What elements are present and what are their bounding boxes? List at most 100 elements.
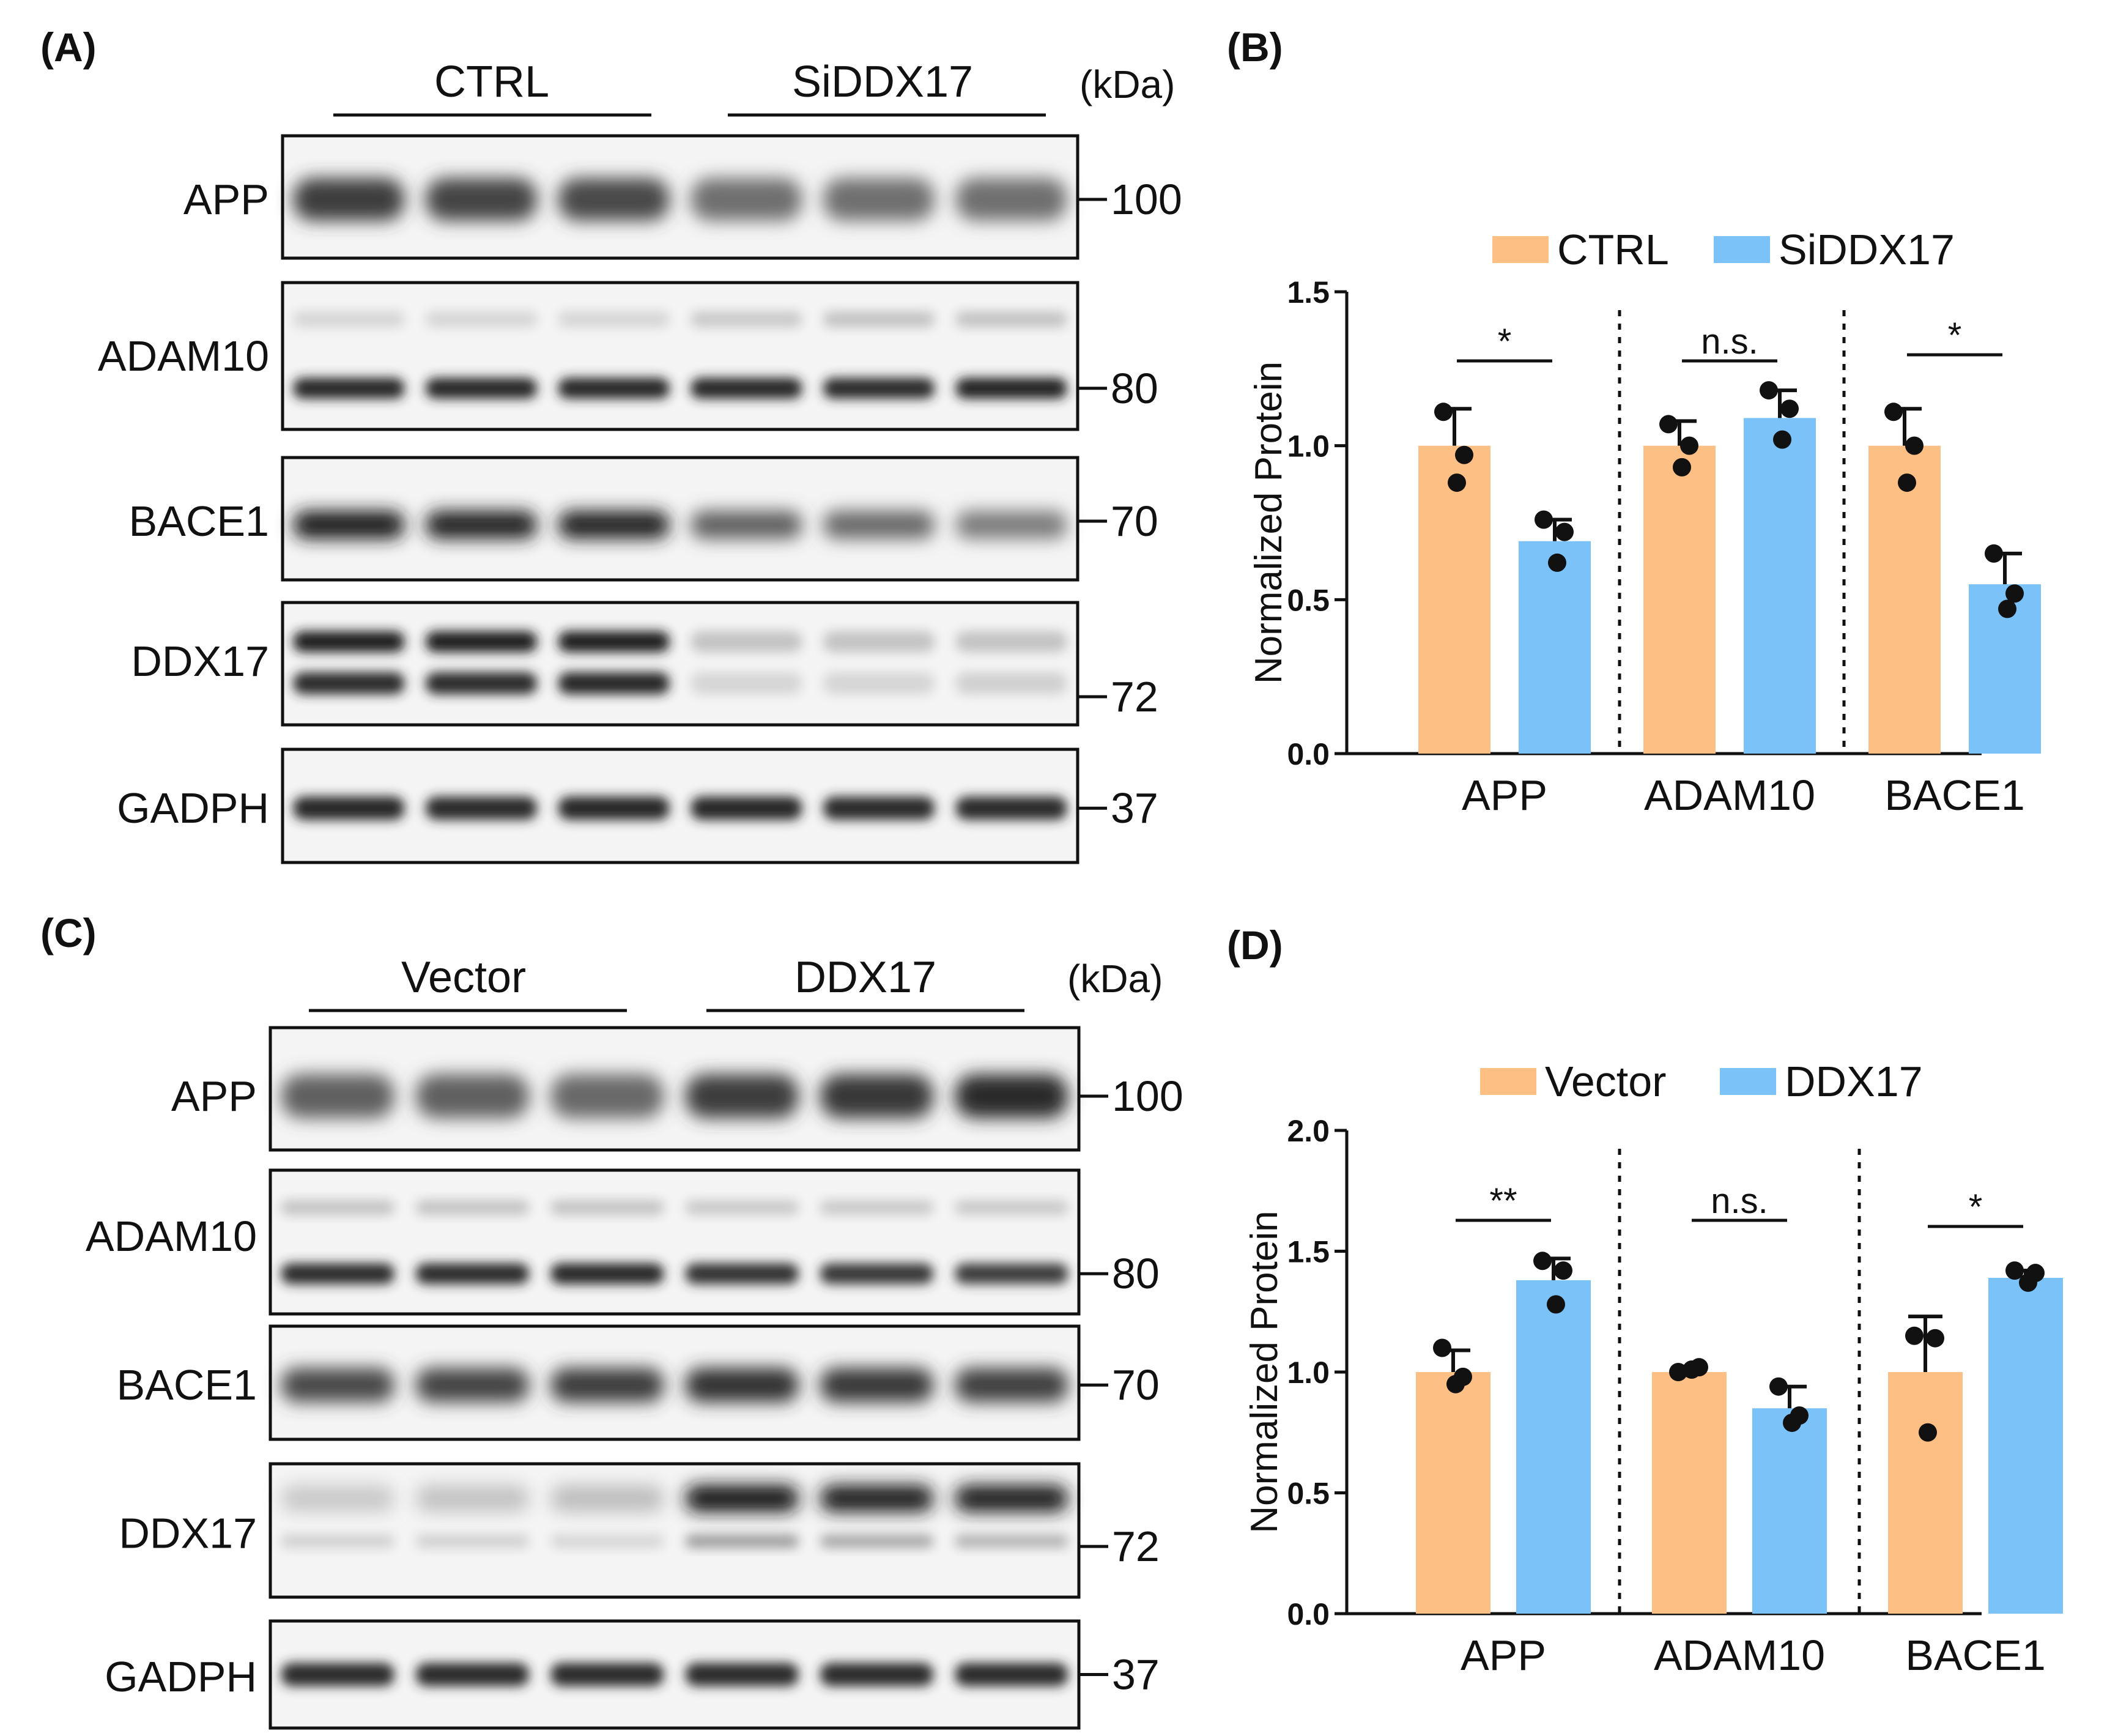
- group-label-ddx17: DDX17: [794, 953, 936, 1002]
- blot-row-ddx17: DDX17 72: [119, 1462, 1160, 1599]
- blot-row-gadph: GADPH 37: [105, 1619, 1160, 1730]
- blot-band: [820, 1663, 934, 1686]
- blot-frame: [281, 601, 1079, 727]
- blot-band: [550, 1200, 664, 1215]
- kda-marker-label: 70: [1112, 1361, 1160, 1409]
- blot-band: [691, 178, 802, 221]
- blot-band: [415, 1368, 530, 1403]
- protein-label: ADAM10: [86, 1212, 257, 1260]
- blot-band: [281, 1663, 394, 1686]
- legend-swatch: [1492, 236, 1549, 263]
- significance-label: *: [1498, 322, 1512, 362]
- y-tick-label: 0.0: [1287, 1597, 1330, 1631]
- data-point: [1905, 1326, 1924, 1345]
- data-point: [2019, 1273, 2037, 1292]
- data-point: [1555, 522, 1574, 541]
- western-blot-panel-c: Vector DDX17 (kDa) APP 100 ADAM10 80 BACE1 70…: [86, 953, 1183, 1730]
- significance-label: *: [1948, 316, 1962, 355]
- data-point: [1535, 510, 1553, 529]
- data-point: [1760, 381, 1778, 400]
- significance-label: n.s.: [1701, 322, 1758, 362]
- blot-frame: [268, 1168, 1081, 1316]
- data-point: [1446, 1374, 1465, 1393]
- blot-band: [955, 377, 1067, 399]
- protein-label: GADPH: [117, 784, 269, 832]
- significance-label: n.s.: [1711, 1181, 1768, 1221]
- bar-siddx17-adam10: [1744, 418, 1816, 754]
- blot-band: [415, 1074, 530, 1118]
- kda-marker-label: 37: [1112, 1651, 1160, 1699]
- blot-row-adam10: ADAM10 80: [86, 1168, 1160, 1316]
- blot-frame: [281, 747, 1079, 864]
- y-tick-label: 2.0: [1287, 1114, 1330, 1148]
- blot-band: [955, 1074, 1068, 1118]
- data-point: [2005, 584, 2024, 603]
- legend-label: DDX17: [1785, 1058, 1923, 1105]
- blot-band: [281, 1200, 394, 1215]
- blot-band: [823, 311, 935, 327]
- protein-label: BACE1: [128, 497, 269, 545]
- kda-marker-label: 100: [1112, 1072, 1183, 1120]
- blot-band: [293, 178, 405, 221]
- data-point: [1985, 544, 2003, 563]
- blot-band: [823, 511, 935, 539]
- blot-band: [415, 1263, 530, 1285]
- blot-band: [955, 1263, 1068, 1285]
- data-point: [1448, 473, 1466, 492]
- blot-band: [415, 1663, 530, 1686]
- bar-ddx17-adam10: [1752, 1408, 1827, 1614]
- bar-ddx17-bace1: [1988, 1277, 2063, 1614]
- x-category-label: BACE1: [1905, 1631, 2046, 1679]
- kda-marker-label: 70: [1111, 497, 1158, 545]
- data-point: [1884, 402, 1903, 421]
- blot-row-bace1: BACE1 70: [128, 456, 1158, 582]
- blot-band: [426, 178, 537, 221]
- blot-band: [955, 1663, 1068, 1686]
- blot-band: [558, 178, 670, 221]
- blot-band: [558, 631, 670, 652]
- blot-band: [691, 377, 802, 399]
- panel-letter-d: (D): [1227, 922, 1283, 968]
- blot-row-adam10: ADAM10 80: [98, 281, 1158, 431]
- western-blot-panel-a: CTRL SiDDX17 (kDa) APP 100 ADAM10 80 BACE1 70…: [98, 57, 1182, 864]
- blot-band: [820, 1074, 934, 1118]
- blot-membrane: [270, 1028, 1079, 1150]
- blot-band: [955, 311, 1067, 327]
- panel-letter-c: (C): [40, 910, 97, 955]
- significance-label: *: [1969, 1187, 1983, 1227]
- blot-band: [293, 796, 405, 820]
- blot-band: [550, 1074, 664, 1118]
- blot-band: [823, 631, 935, 652]
- blot-band: [281, 1074, 394, 1118]
- blot-band: [415, 1485, 530, 1512]
- legend-label: Vector: [1545, 1058, 1666, 1105]
- legend-label: CTRL: [1557, 226, 1669, 273]
- blot-band: [823, 178, 935, 221]
- blot-band: [691, 311, 802, 327]
- kda-unit-label: (kDa): [1079, 62, 1175, 106]
- blot-band: [558, 511, 670, 539]
- blot-band: [685, 1485, 799, 1512]
- blot-band: [820, 1200, 934, 1215]
- y-axis-label: Normalized Protein: [1248, 362, 1290, 684]
- blot-band: [955, 1534, 1068, 1548]
- kda-marker-label: 72: [1112, 1523, 1160, 1570]
- bar-vector-bace1: [1888, 1372, 1963, 1614]
- data-point: [1898, 473, 1916, 492]
- blot-band: [820, 1485, 934, 1512]
- data-point: [1673, 458, 1691, 477]
- blot-band: [691, 631, 802, 652]
- bar-siddx17-app: [1519, 541, 1591, 754]
- blot-band: [955, 178, 1067, 221]
- data-point: [1455, 445, 1473, 464]
- blot-band: [685, 1263, 799, 1285]
- blot-band: [550, 1534, 664, 1548]
- bar-vector-adam10: [1652, 1372, 1727, 1614]
- blot-frame: [268, 1462, 1081, 1599]
- y-tick-label: 0.0: [1287, 737, 1330, 771]
- blot-band: [691, 796, 802, 820]
- blot-band: [426, 796, 537, 820]
- blot-band: [685, 1534, 799, 1548]
- blot-band: [955, 796, 1067, 820]
